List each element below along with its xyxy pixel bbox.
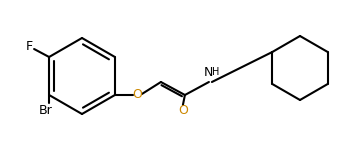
- Text: H: H: [212, 67, 220, 77]
- Text: F: F: [26, 40, 32, 54]
- Text: N: N: [204, 66, 213, 79]
- Text: O: O: [178, 105, 188, 117]
- Text: O: O: [132, 88, 142, 102]
- Text: Br: Br: [39, 104, 53, 116]
